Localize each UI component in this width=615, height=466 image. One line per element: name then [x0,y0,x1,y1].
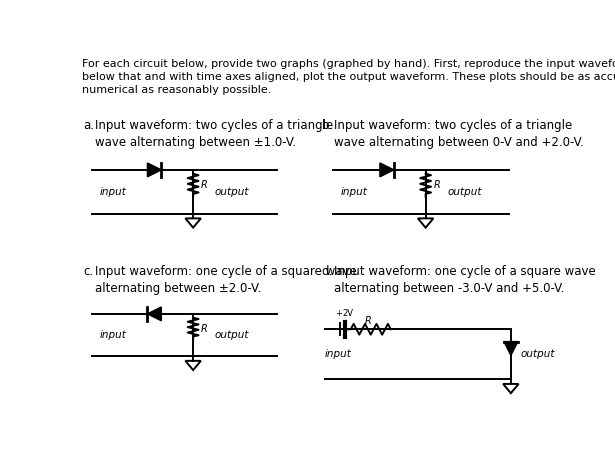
Polygon shape [504,342,518,356]
Polygon shape [148,163,161,177]
Text: output: output [215,330,249,340]
Text: Input waveform: one cycle of a square wave
alternating between -3.0-V and +5.0-V: Input waveform: one cycle of a square wa… [334,265,596,295]
Text: R: R [434,180,440,190]
Polygon shape [148,307,161,321]
Text: c.: c. [83,265,93,278]
Text: output: output [215,187,249,197]
Text: a.: a. [83,119,94,132]
Text: Input waveform: two cycles of a triangle
wave alternating between 0-V and +2.0-V: Input waveform: two cycles of a triangle… [334,119,584,149]
Text: R: R [201,180,208,190]
Text: output: output [520,350,555,359]
Text: output: output [447,187,482,197]
Polygon shape [380,163,394,177]
Text: input: input [340,187,367,197]
Text: 2V: 2V [343,309,354,318]
Text: R: R [365,316,371,326]
Text: For each circuit below, provide two graphs (graphed by hand). First, reproduce t: For each circuit below, provide two grap… [82,59,615,96]
Text: +: + [335,309,343,318]
Text: input: input [100,187,127,197]
Text: d.: d. [322,265,333,278]
Text: R: R [201,323,208,334]
Text: b.: b. [322,119,333,132]
Text: input: input [100,330,127,340]
Text: input: input [325,350,352,359]
Text: Input waveform: one cycle of a square wave
alternating between ±2.0-V.: Input waveform: one cycle of a square wa… [95,265,357,295]
Text: Input waveform: two cycles of a triangle
wave alternating between ±1.0-V.: Input waveform: two cycles of a triangle… [95,119,334,149]
